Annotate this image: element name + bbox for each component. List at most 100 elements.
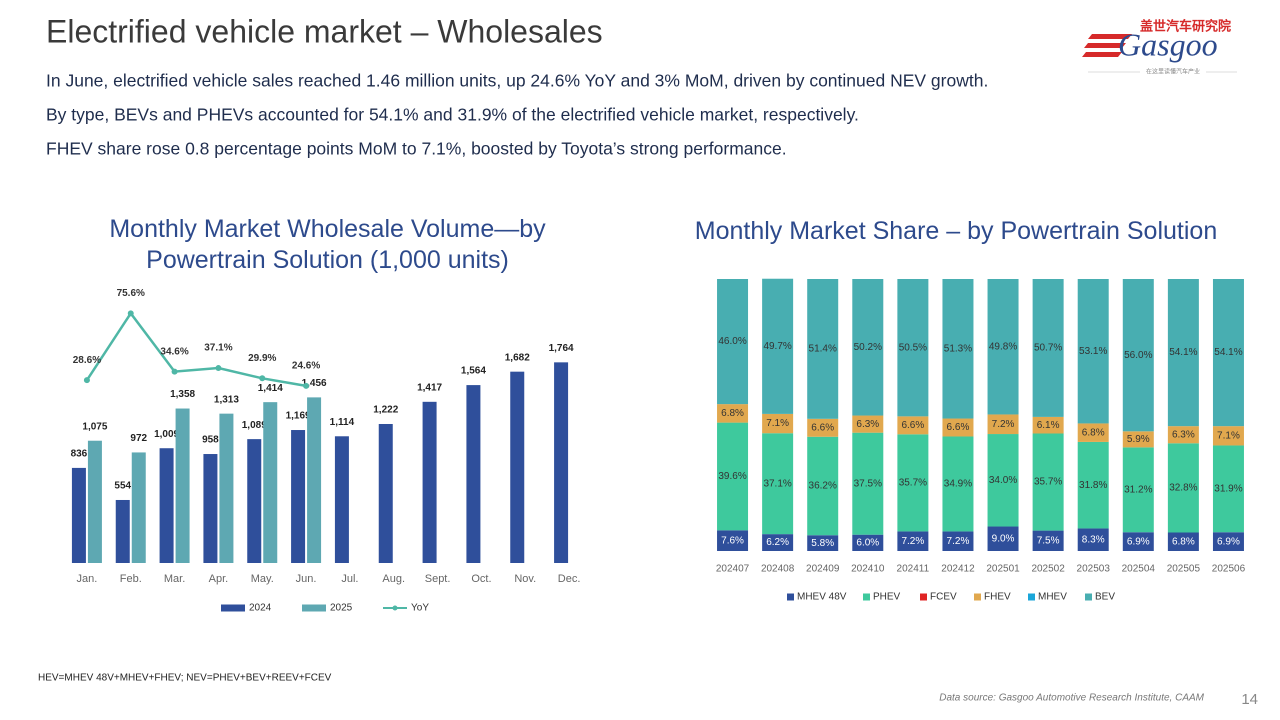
data-label: 7.2%	[992, 419, 1015, 430]
data-label: 36.2%	[809, 481, 837, 492]
bar-segment	[942, 279, 974, 419]
x-tick-label: Jun.	[296, 573, 317, 585]
legend-label: FHEV	[984, 592, 1011, 603]
bullet: In June, electrified vehicle sales reach…	[46, 71, 988, 91]
bar-segment	[1167, 532, 1199, 551]
bar	[422, 401, 437, 563]
data-label: 34.9%	[944, 479, 972, 490]
data-label: 6.0%	[856, 537, 879, 548]
legend-label: MHEV 48V	[797, 592, 847, 603]
bar-segment	[807, 418, 839, 437]
legend-label: YoY	[411, 603, 429, 614]
logo: 盖世汽车研究院 Gasgoo 在这里读懂汽车产业	[1082, 18, 1237, 76]
data-label: 34.0%	[989, 475, 1017, 486]
x-tick-label: 202501	[986, 564, 1020, 575]
data-label: 1,169	[286, 411, 311, 422]
x-tick-label: Jul.	[341, 573, 358, 585]
x-tick-label: 202503	[1077, 564, 1111, 575]
yoy-dot	[127, 310, 134, 317]
chart-title: Monthly Market Wholesale Volume—by Power…	[109, 215, 546, 274]
bar	[466, 385, 481, 563]
data-label: 1,009	[154, 429, 179, 440]
legend-swatch	[302, 604, 326, 612]
data-label: 6.6%	[947, 422, 970, 433]
data-label: 1,564	[461, 366, 486, 377]
data-label: 50.7%	[1034, 343, 1062, 354]
data-label: 53.1%	[1079, 346, 1107, 357]
x-tick-label: 202410	[851, 564, 885, 575]
data-label: 5.8%	[811, 538, 834, 549]
bar-segment	[852, 415, 884, 433]
bar-segment	[1167, 279, 1199, 427]
x-tick-label: 202412	[941, 564, 975, 575]
bar-segment	[1077, 423, 1109, 442]
bar-segment	[762, 433, 794, 535]
x-tick-label: Oct.	[471, 573, 491, 585]
data-label: 50.2%	[854, 342, 882, 353]
data-label: 49.7%	[763, 341, 791, 352]
data-label: 37.5%	[854, 478, 882, 489]
bar-segment	[1122, 447, 1154, 533]
bar-segment	[987, 279, 1019, 415]
x-tick-label: 202505	[1167, 564, 1201, 575]
data-label: 7.1%	[766, 418, 789, 429]
footnote: HEV=MHEV 48V+MHEV+FHEV; NEV=PHEV+BEV+REE…	[38, 673, 332, 684]
data-label: 1,114	[330, 417, 355, 428]
data-label: 6.3%	[856, 419, 879, 430]
chart-title: Monthly Market Share – by Powertrain Sol…	[694, 217, 1218, 245]
legend-swatch	[920, 593, 927, 601]
data-label: 8.3%	[1082, 534, 1105, 545]
legend-swatch	[974, 593, 981, 601]
legend-swatch	[221, 604, 245, 612]
data-label: 35.7%	[899, 478, 927, 489]
legend-swatch	[1028, 593, 1035, 601]
source: Data source: Gasgoo Automotive Research …	[939, 693, 1204, 704]
bar	[203, 454, 218, 563]
data-label: 56.0%	[1124, 350, 1152, 361]
bar	[159, 448, 174, 563]
bar-segment	[1122, 279, 1154, 432]
yoy-dot	[83, 377, 90, 384]
data-label: 6.2%	[766, 537, 789, 548]
legend-swatch	[863, 593, 870, 601]
bar-segment	[1212, 279, 1244, 427]
data-label: 7.6%	[721, 535, 744, 546]
data-label: 554	[114, 481, 131, 492]
bar-segment	[1212, 426, 1244, 446]
bar-segment	[1032, 416, 1064, 434]
bar-segment	[1032, 530, 1064, 551]
data-label: 9.0%	[992, 533, 1015, 544]
data-label: 49.8%	[989, 341, 1017, 352]
data-label: 7.2%	[901, 536, 924, 547]
bar-segment	[897, 416, 929, 435]
yoy-line	[85, 311, 307, 388]
x-tick-label: Nov.	[514, 573, 536, 585]
bullet: FHEV share rose 0.8 percentage points Mo…	[46, 139, 787, 159]
bar	[87, 440, 102, 563]
page-number: 14	[1241, 691, 1258, 708]
data-label: 29.9%	[248, 353, 276, 364]
data-label: 1,764	[549, 343, 574, 354]
bar-segment	[897, 531, 929, 551]
x-tick-label: 202506	[1212, 564, 1246, 575]
x-tick-label: 202411	[897, 564, 930, 575]
bar-segment	[807, 279, 839, 419]
data-label: 34.6%	[160, 346, 188, 357]
data-label: 31.9%	[1214, 483, 1242, 494]
bar	[307, 397, 322, 563]
data-label: 836	[71, 449, 88, 460]
bar-segment	[807, 436, 839, 536]
bar-segment	[1077, 528, 1109, 551]
legend-swatch	[392, 605, 398, 611]
logo-stripes	[1082, 34, 1132, 57]
bar-segment	[1077, 441, 1109, 529]
data-label: 7.2%	[947, 536, 970, 547]
bar-segment	[717, 404, 749, 423]
bar-segment	[1032, 279, 1064, 417]
data-label: 6.1%	[1037, 420, 1060, 431]
logo-tagline: 在这里读懂汽车产业	[1146, 68, 1200, 76]
bar-segment	[1212, 532, 1244, 551]
bar-segment	[1167, 426, 1199, 444]
data-label: 7.1%	[1217, 430, 1240, 441]
bar	[247, 439, 262, 563]
